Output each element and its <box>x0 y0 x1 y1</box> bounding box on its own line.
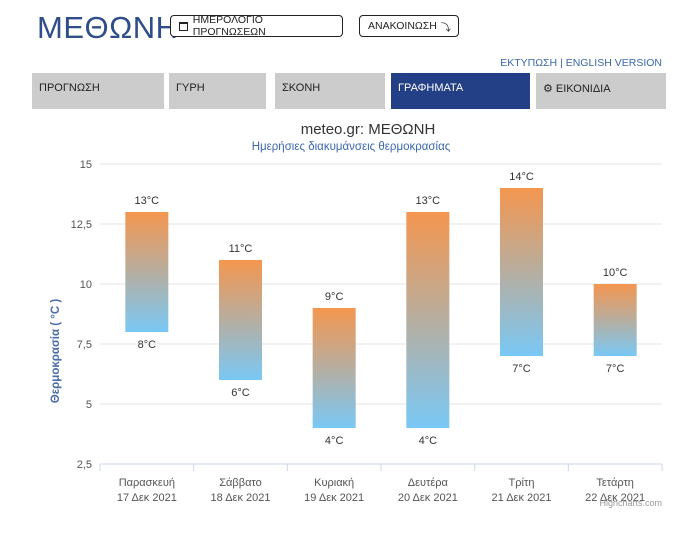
english-version-link[interactable]: ENGLISH VERSION <box>565 57 662 69</box>
temperature-range-bar[interactable] <box>593 284 637 356</box>
links-separator: | <box>560 57 563 69</box>
y-tick-label: 7,5 <box>77 339 92 351</box>
header-links: ΕΚΤΥΠΩΣΗ | ENGLISH VERSION <box>500 57 662 69</box>
x-tick-date-label: 19 Δεκ 2021 <box>304 492 364 504</box>
low-temp-label: 4°C <box>325 435 344 447</box>
y-tick-label: 5 <box>86 399 92 411</box>
high-temp-label: 13°C <box>416 195 441 207</box>
tab-icons-label: ΕΙΚΟΝΙΔΙΑ <box>555 83 611 95</box>
announcement-label: ΑΝΑΚΟΙΝΩΣΗ <box>368 20 437 32</box>
temperature-range-bar[interactable] <box>312 308 356 428</box>
x-tick-date-label: 21 Δεκ 2021 <box>492 492 552 504</box>
tab-forecast[interactable]: ΠΡΟΓΝΩΣΗ <box>32 73 164 109</box>
y-tick-label: 12,5 <box>71 219 92 231</box>
low-temp-label: 7°C <box>606 363 625 375</box>
temperature-range-bar[interactable] <box>219 260 262 380</box>
forecast-calendar-label: ΗΜΕΡΟΛΟΓΙΟ ΠΡΟΓΝΩΣΕΩΝ <box>192 14 266 38</box>
tab-forecast-label: ΠΡΟΓΝΩΣΗ <box>39 82 100 94</box>
x-tick-date-label: 17 Δεκ 2021 <box>117 492 177 504</box>
high-temp-label: 10°C <box>603 267 628 279</box>
calendar-icon <box>179 21 188 31</box>
announcement-button[interactable]: ΑΝΑΚΟΙΝΩΣΗ ⤵ <box>359 15 459 37</box>
x-tick-day-label: Δευτέρα <box>408 477 449 489</box>
y-tick-label: 15 <box>80 159 92 171</box>
x-tick-day-label: Παρασκευή <box>119 477 175 489</box>
x-tick-date-label: 18 Δεκ 2021 <box>211 492 271 504</box>
y-tick-label: 2,5 <box>77 459 92 471</box>
low-temp-label: 6°C <box>231 387 250 399</box>
temperature-range-bar[interactable] <box>406 212 450 428</box>
tab-pollen-label: ΓΥΡΗ <box>176 82 205 94</box>
x-tick-date-label: 20 Δεκ 2021 <box>398 492 458 504</box>
low-temp-label: 8°C <box>138 339 157 351</box>
chart-title: meteo.gr: ΜΕΘΩΝΗ <box>301 121 436 138</box>
x-tick-day-label: Κυριακή <box>314 477 354 489</box>
tab-icons[interactable]: ⚙ ΕΙΚΟΝΙΔΙΑ <box>536 73 666 109</box>
gear-icon: ⚙ <box>543 83 553 95</box>
print-link[interactable]: ΕΚΤΥΠΩΣΗ <box>500 57 558 69</box>
arrow-down-icon: ⤵ <box>440 22 451 34</box>
tab-charts[interactable]: ΓΡΑΦΗΜΑΤΑ <box>391 73 530 109</box>
tab-dust[interactable]: ΣΚΟΝΗ <box>275 73 385 109</box>
page-title: ΜΕΘΩΝΗ <box>37 10 179 45</box>
chart-subtitle: Ημερήσιες διακυμάνσεις θερμοκρασίας <box>252 141 451 153</box>
temperature-chart: meteo.gr: ΜΕΘΩΝΗ Ημερήσιες διακυμάνσεις … <box>0 115 690 531</box>
x-tick-date-label: 22 Δεκ 2021 <box>585 492 645 504</box>
forecast-calendar-button[interactable]: ΗΜΕΡΟΛΟΓΙΟ ΠΡΟΓΝΩΣΕΩΝ <box>170 14 343 38</box>
low-temp-label: 7°C <box>512 363 531 375</box>
x-tick-day-label: Σάββατο <box>219 477 261 489</box>
x-tick-day-label: Τετάρτη <box>596 477 634 489</box>
y-tick-label: 10 <box>80 279 92 291</box>
y-axis-title: Θερμοκρασία ( °C ) <box>50 299 62 404</box>
low-temp-label: 4°C <box>419 435 438 447</box>
chart-svg: meteo.gr: ΜΕΘΩΝΗ Ημερήσιες διακυμάνσεις … <box>50 121 663 508</box>
high-temp-label: 11°C <box>229 243 253 255</box>
chart-credits: Highcharts.com <box>599 498 662 508</box>
tab-dust-label: ΣΚΟΝΗ <box>282 82 321 94</box>
tab-pollen[interactable]: ΓΥΡΗ <box>169 73 266 109</box>
high-temp-label: 13°C <box>135 195 160 207</box>
temperature-range-bar[interactable] <box>125 212 169 332</box>
high-temp-label: 14°C <box>509 171 534 183</box>
x-tick-day-label: Τρίτη <box>509 477 535 489</box>
high-temp-label: 9°C <box>325 291 344 303</box>
tab-bar: ΠΡΟΓΝΩΣΗ ΓΥΡΗ ΣΚΟΝΗ ΓΡΑΦΗΜΑΤΑ ⚙ ΕΙΚΟΝΙΔΙΑ <box>32 73 666 109</box>
tab-charts-label: ΓΡΑΦΗΜΑΤΑ <box>398 82 464 94</box>
temperature-range-bar[interactable] <box>500 188 543 356</box>
